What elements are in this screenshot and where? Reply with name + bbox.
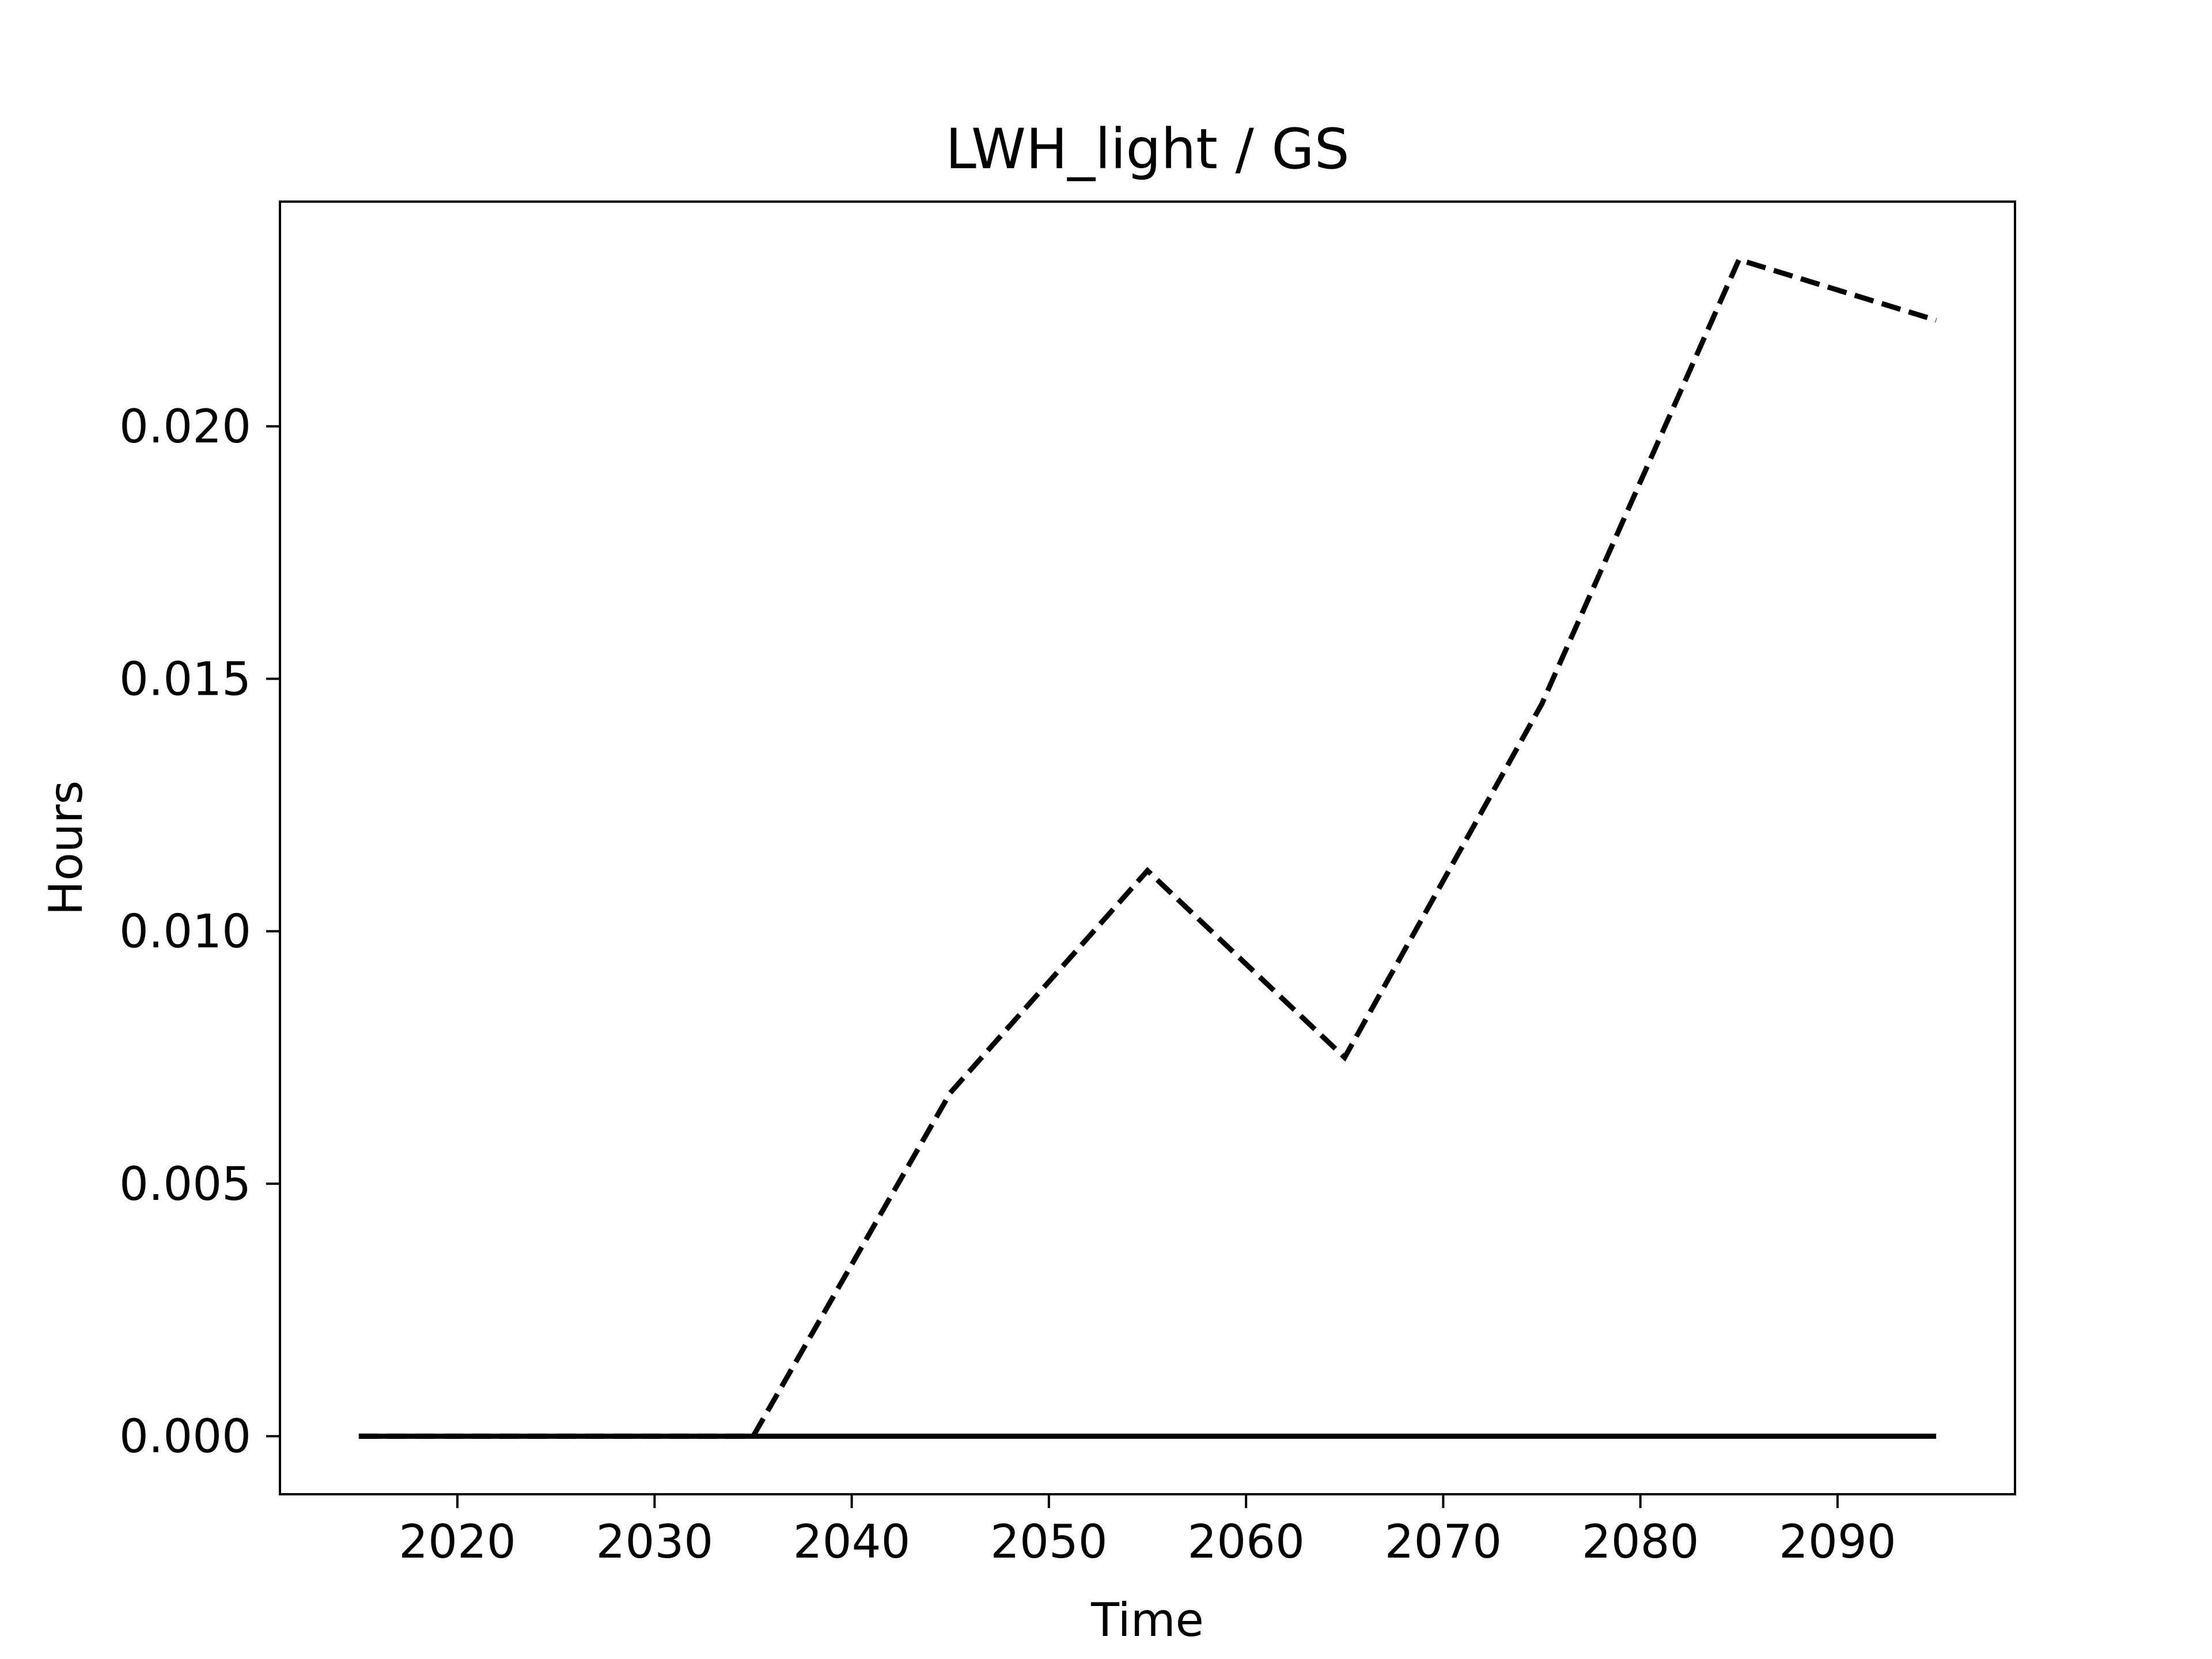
x-tick-label: 2040 bbox=[793, 1515, 911, 1569]
y-axis-ticks: 0.000 0.005 0.010 0.015 0.020 bbox=[119, 400, 280, 1463]
x-axis-label: Time bbox=[1090, 1593, 1204, 1647]
chart-title: LWH_light / GS bbox=[945, 117, 1349, 181]
series-0-point bbox=[1344, 1057, 1345, 1058]
y-axis-label: Hours bbox=[39, 781, 93, 915]
plot-frame bbox=[279, 200, 2016, 1495]
x-tick-label: 2070 bbox=[1385, 1515, 1502, 1569]
x-tick-label: 2080 bbox=[1582, 1515, 1699, 1569]
x-tick-label: 2030 bbox=[596, 1515, 714, 1569]
y-tick-label: 0.005 bbox=[119, 1157, 251, 1211]
x-tick-label: 2020 bbox=[399, 1515, 516, 1569]
series-1-point bbox=[1541, 1436, 1542, 1437]
x-tick-label: 2050 bbox=[990, 1515, 1108, 1569]
series-1-point bbox=[1147, 1436, 1148, 1437]
series-1-point bbox=[1936, 1436, 1937, 1437]
x-axis-ticks: 2020 2030 2040 2050 2060 2070 2080 2090 bbox=[399, 1494, 1896, 1569]
series-1-point bbox=[358, 1436, 359, 1437]
series-1-point bbox=[1344, 1436, 1345, 1437]
series-1-point bbox=[1738, 1436, 1739, 1437]
series-0-point bbox=[1738, 259, 1739, 260]
y-tick-label: 0.000 bbox=[119, 1410, 251, 1463]
x-tick-label: 2090 bbox=[1779, 1515, 1896, 1569]
series-layer bbox=[358, 256, 1937, 1439]
y-tick-label: 0.010 bbox=[119, 905, 251, 959]
y-tick-label: 0.015 bbox=[119, 652, 251, 706]
x-tick-label: 2060 bbox=[1187, 1515, 1305, 1569]
series-0-point bbox=[1147, 870, 1148, 871]
y-tick-label: 0.020 bbox=[119, 400, 251, 453]
